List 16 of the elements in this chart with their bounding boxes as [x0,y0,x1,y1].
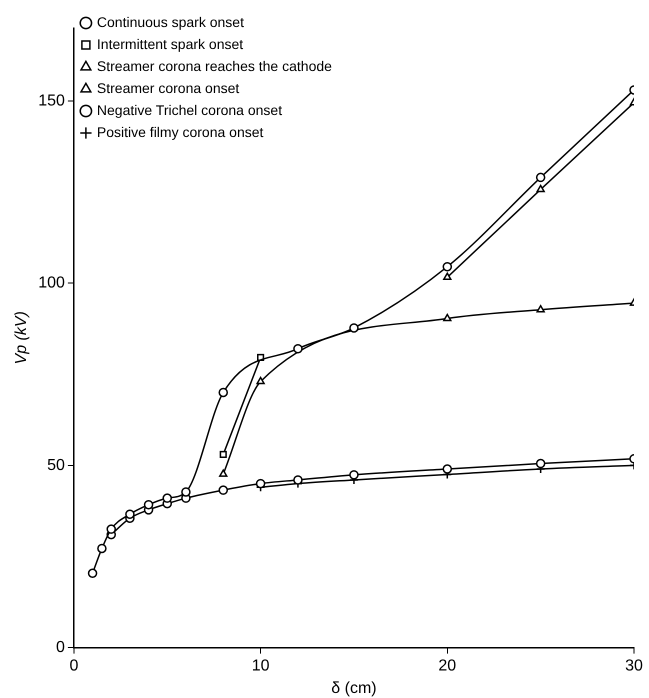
y-tick-label: 0 [56,639,65,656]
x-tick-label: 0 [69,658,78,675]
legend-label: Continuous spark onset [96,14,244,30]
legend-label: Intermittent spark onset [96,36,244,52]
legend-label: Streamer corona reaches the cathode [96,58,332,74]
x-tick-label: 10 [252,658,270,675]
x-axis-title: δ (cm) [331,680,377,697]
legend-label: Negative Trichel corona onset [96,102,282,118]
y-tick-label: 150 [38,92,65,110]
legend-label: Positive filmy corona onset [96,124,264,140]
y-tick-label: 100 [38,274,65,292]
y-axis-title: Vp (kV) [13,311,30,364]
y-tick-label: 50 [47,456,65,474]
legend-label: Streamer corona onset [96,80,240,96]
x-tick-label: 20 [438,658,456,675]
x-tick-label: 30 [625,658,643,675]
